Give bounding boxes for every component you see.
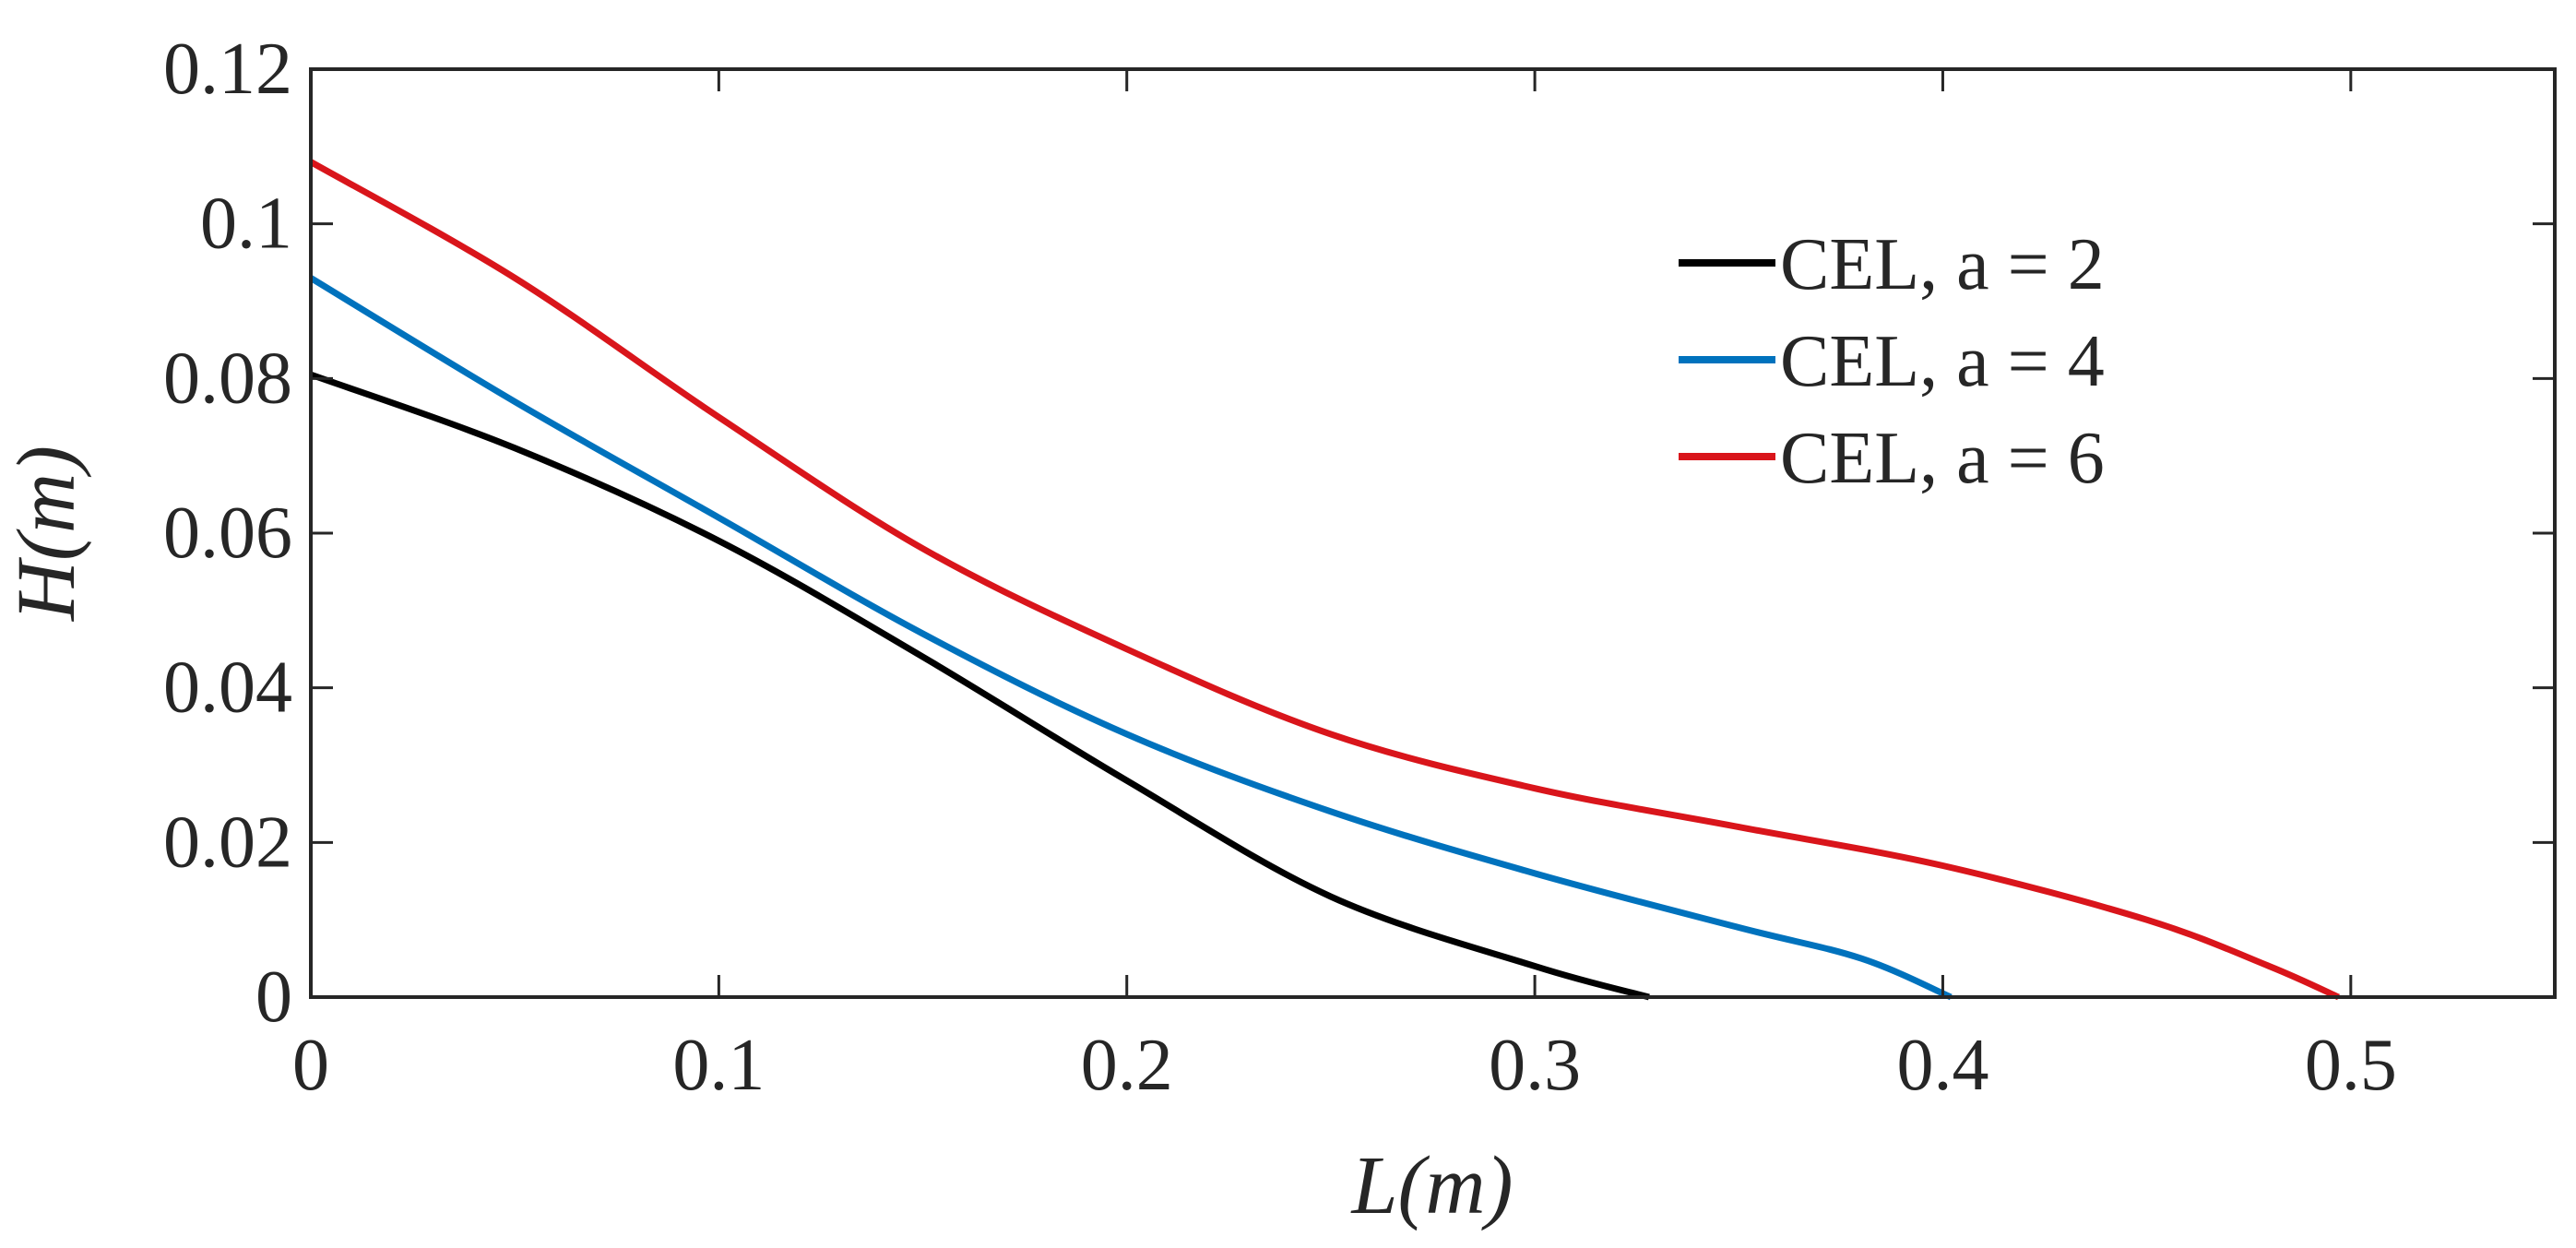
y-tick-label: 0 — [255, 957, 292, 1038]
y-axis-label: H(m) — [1, 446, 92, 622]
x-tick-label: 0.4 — [1896, 1025, 1988, 1106]
plot-frame — [309, 67, 2557, 999]
y-tick-label: 0.12 — [163, 29, 292, 110]
series-line-2 — [309, 275, 1953, 1001]
x-axis-label: L(m) — [1350, 1140, 1514, 1231]
legend-label: CEL, a = 2 — [1780, 224, 2105, 305]
x-tick-label: 0.1 — [672, 1025, 765, 1106]
legend-label: CEL, a = 4 — [1780, 321, 2105, 402]
legend: CEL, a = 2 CEL, a = 4 CEL, a = 6 — [1679, 224, 2105, 499]
x-tick-label: 0.2 — [1081, 1025, 1173, 1106]
y-tick-label: 0.04 — [163, 648, 292, 729]
x-tick-label: 0 — [292, 1025, 329, 1106]
x-tick-label: 0.3 — [1489, 1025, 1581, 1106]
y-tick-label: 0.1 — [200, 184, 292, 265]
series-line-1 — [309, 371, 1650, 1001]
y-tick-label: 0.02 — [163, 802, 292, 883]
y-tick-label: 0.08 — [163, 338, 292, 419]
x-tick-label: 0.5 — [2305, 1025, 2397, 1106]
y-tick-label: 0.06 — [163, 493, 292, 574]
legend-label: CEL, a = 6 — [1780, 418, 2105, 499]
series-line-3 — [309, 159, 2340, 1001]
